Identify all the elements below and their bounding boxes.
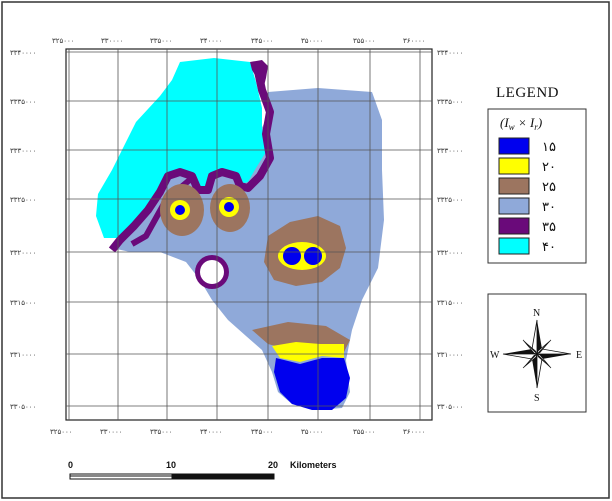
x-ticks-bottom: ۳۲۵۰۰۰ ۳۳۰۰۰۰ ۳۳۵۰۰۰ ۳۴۰۰۰۰ ۳۴۵۰۰۰ ۳۵۰۰۰… [50, 428, 426, 436]
compass-label-e: E [576, 350, 582, 361]
zone-20-south [272, 342, 344, 362]
scale-unit-label: Kilometers [290, 460, 337, 470]
y-tick-label: ۳۳۳۵۰۰۰ [437, 98, 463, 106]
x-tick-label: ۳۴۰۰۰۰ [200, 428, 223, 436]
scale-label-20: 20 [268, 460, 278, 470]
x-tick-label: ۳۵۰۰۰۰ [301, 428, 324, 436]
y-tick-label: ۳۳۲۰۰۰۰ [10, 249, 36, 257]
legend: LEGEND (Iw × Ir) ۱۵ ۲۰ ۲۵ ۳۰ ۳۵ ۴۰ [487, 85, 587, 264]
zones [96, 58, 384, 410]
x-tick-label: ۳۳۵۰۰۰ [150, 428, 173, 436]
y-tick-label: ۳۳۰۵۰۰۰ [10, 403, 36, 411]
legend-swatch [498, 137, 530, 155]
y-tick-label: ۳۳۳۰۰۰۰ [437, 147, 463, 155]
y-tick-label: ۳۳۴۰۰۰۰ [10, 49, 36, 57]
zone-15-east-a [283, 247, 301, 265]
y-tick-label: ۳۳۱۰۰۰۰ [437, 351, 463, 359]
y-ticks-right: ۳۳۴۰۰۰۰ ۳۳۳۵۰۰۰ ۳۳۳۰۰۰۰ ۳۳۲۵۰۰۰ ۳۳۲۰۰۰۰ … [437, 49, 463, 411]
zone-40 [96, 58, 266, 238]
legend-swatch [498, 157, 530, 175]
legend-item-label: ۲۰ [542, 160, 556, 175]
y-tick-label: ۳۳۰۵۰۰۰ [437, 403, 463, 411]
x-tick-label: ۳۵۵۰۰۰ [353, 37, 376, 45]
y-ticks-left: ۳۳۴۰۰۰۰ ۳۳۳۵۰۰۰ ۳۳۳۰۰۰۰ ۳۳۲۵۰۰۰ ۳۳۲۰۰۰۰ … [10, 49, 36, 411]
legend-swatch [498, 197, 530, 215]
legend-swatch [498, 237, 530, 255]
legend-item-label: ۳۵ [542, 220, 556, 235]
x-tick-label: ۳۵۵۰۰۰ [353, 428, 376, 436]
y-tick-label: ۳۳۲۵۰۰۰ [437, 196, 463, 204]
x-tick-label: ۳۶۰۰۰۰ [403, 37, 426, 45]
legend-swatch [498, 177, 530, 195]
legend-subtitle-open: (I [500, 115, 509, 130]
grid [66, 49, 432, 420]
north-arrow: N S E W [487, 293, 587, 413]
y-tick-label: ۳۳۱۵۰۰۰ [437, 299, 463, 307]
zone-15-south [274, 358, 350, 410]
zone-40-pocket [200, 260, 224, 284]
legend-items: ۱۵ ۲۰ ۲۵ ۳۰ ۳۵ ۴۰ [498, 137, 556, 255]
legend-subtitle-sub-w: w [509, 122, 515, 132]
y-tick-label: ۳۳۴۰۰۰۰ [437, 49, 463, 57]
zone-35-north-tip [250, 60, 268, 94]
x-tick-label: ۳۳۰۰۰۰ [100, 428, 123, 436]
zone-35-north [108, 61, 274, 253]
x-tick-label: ۳۵۰۰۰۰ [301, 37, 324, 45]
x-tick-label: ۳۳۰۰۰۰ [101, 37, 124, 45]
scale-label-10: 10 [166, 460, 176, 470]
y-tick-label: ۳۳۲۵۰۰۰ [10, 196, 36, 204]
x-tick-label: ۳۲۵۰۰۰ [52, 37, 75, 45]
legend-subtitle: (Iw × Ir) [500, 115, 542, 132]
x-ticks-top: ۳۲۵۰۰۰ ۳۳۰۰۰۰ ۳۳۵۰۰۰ ۳۴۰۰۰۰ ۳۴۵۰۰۰ ۳۵۰۰۰… [52, 37, 426, 45]
legend-item-label: ۴۰ [542, 240, 556, 255]
x-tick-label: ۳۴۰۰۰۰ [200, 37, 223, 45]
y-tick-label: ۳۳۲۰۰۰۰ [437, 249, 463, 257]
legend-subtitle-close: ) [537, 115, 542, 130]
legend-item-label: ۲۵ [542, 180, 556, 195]
x-tick-label: ۳۳۵۰۰۰ [150, 37, 173, 45]
zone-15-center [224, 202, 234, 212]
x-tick-label: ۳۴۵۰۰۰ [251, 428, 274, 436]
legend-swatch [498, 217, 530, 235]
compass-star-icon [502, 319, 572, 389]
compass-label-w: W [490, 350, 500, 361]
x-tick-label: ۳۶۰۰۰۰ [403, 428, 426, 436]
scale-bar: 0 10 20 Kilometers [68, 460, 337, 480]
zone-15-east-b [304, 247, 322, 265]
y-tick-label: ۳۳۳۰۰۰۰ [10, 147, 36, 155]
y-tick-label: ۳۳۱۵۰۰۰ [10, 299, 36, 307]
scale-label-0: 0 [68, 460, 73, 470]
compass-label-n: N [533, 308, 540, 319]
y-tick-label: ۳۳۳۵۰۰۰ [10, 98, 36, 106]
legend-title: LEGEND [496, 85, 559, 101]
legend-item-label: ۱۵ [542, 140, 556, 155]
zone-15-west [175, 205, 185, 215]
legend-item-label: ۳۰ [542, 200, 556, 215]
legend-subtitle-mid: × I [515, 115, 535, 130]
compass-label-s: S [534, 393, 540, 404]
map-panel: ۳۲۵۰۰۰ ۳۳۰۰۰۰ ۳۳۵۰۰۰ ۳۴۰۰۰۰ ۳۴۵۰۰۰ ۳۵۰۰۰… [10, 37, 463, 436]
y-tick-label: ۳۳۱۰۰۰۰ [10, 351, 36, 359]
x-tick-label: ۳۲۵۰۰۰ [50, 428, 73, 436]
legend-subtitle-sub-r: r [534, 122, 538, 132]
x-tick-label: ۳۴۵۰۰۰ [251, 37, 274, 45]
